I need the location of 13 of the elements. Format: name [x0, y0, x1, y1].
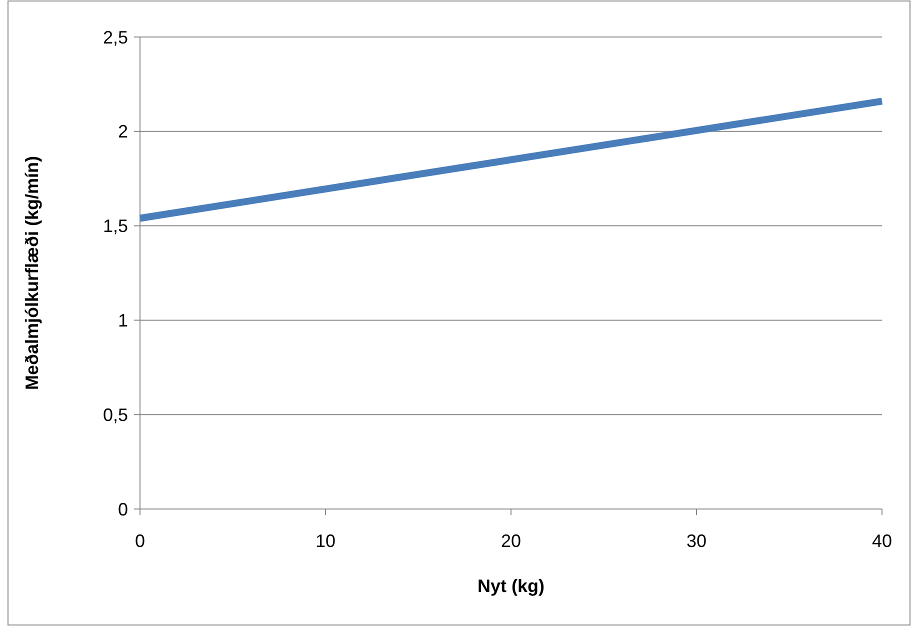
x-tick-label: 10	[315, 531, 336, 551]
x-tick-label: 20	[500, 531, 522, 551]
y-tick-label: 1	[118, 310, 128, 330]
y-axis-title: Meðalmjólkurflæði (kg/mín)	[22, 156, 42, 390]
y-tick-label: 1,5	[102, 216, 128, 236]
y-tick-label: 0,5	[102, 404, 128, 425]
y-tick-label: 0	[118, 499, 128, 520]
y-tick-label: 2,5	[102, 27, 128, 48]
y-tick-label: 2	[118, 122, 128, 142]
x-tick-label: 0	[134, 531, 146, 551]
x-tick-label: 40	[872, 531, 892, 551]
x-tick-label: 30	[686, 531, 707, 551]
x-axis-title: Nyt (kg)	[478, 576, 545, 596]
